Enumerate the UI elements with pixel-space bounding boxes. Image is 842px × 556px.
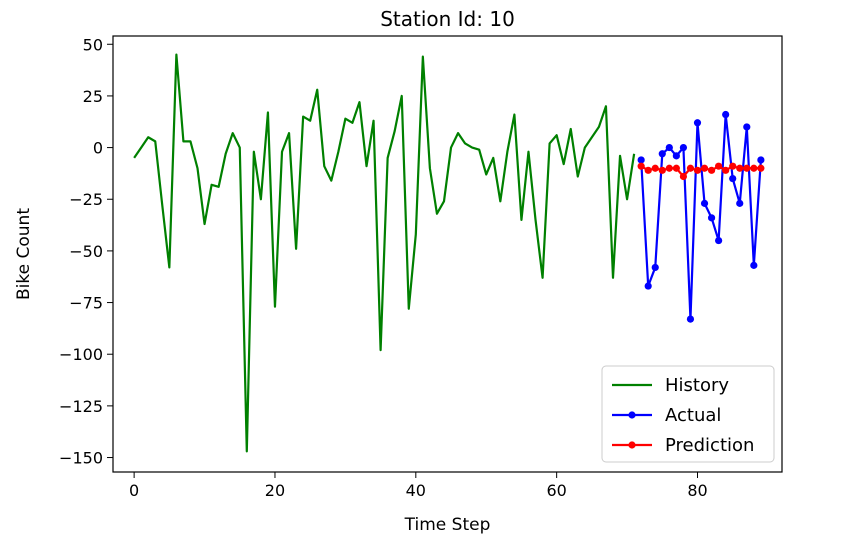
prediction-point bbox=[715, 162, 723, 170]
y-axis-label: Bike Count bbox=[14, 208, 34, 300]
legend-marker bbox=[628, 411, 636, 419]
legend-item-prediction: Prediction bbox=[612, 435, 754, 456]
x-tick-label: 80 bbox=[687, 481, 707, 500]
actual-point bbox=[686, 315, 695, 323]
prediction-point bbox=[686, 164, 695, 172]
y-tick-label: −125 bbox=[59, 397, 103, 416]
prediction-point bbox=[665, 164, 673, 172]
prediction-point bbox=[679, 172, 688, 181]
y-tick-label: −50 bbox=[69, 242, 103, 261]
actual-point bbox=[736, 199, 744, 207]
history-series bbox=[133, 53, 636, 453]
actual-point bbox=[665, 143, 673, 152]
actual-point bbox=[637, 156, 645, 164]
x-tick-label: 60 bbox=[546, 481, 566, 500]
actual-point bbox=[743, 123, 751, 131]
prediction-series bbox=[637, 162, 765, 181]
prediction-point bbox=[700, 164, 709, 172]
y-tick-label: 0 bbox=[93, 139, 103, 158]
prediction-point bbox=[757, 164, 765, 172]
y-tick-label: 50 bbox=[83, 35, 103, 54]
prediction-point bbox=[693, 166, 702, 174]
actual-point bbox=[707, 214, 716, 222]
history-line bbox=[133, 53, 636, 453]
prediction-point bbox=[736, 164, 744, 172]
legend-label: Prediction bbox=[665, 435, 754, 456]
actual-point bbox=[722, 110, 730, 119]
prediction-point bbox=[644, 166, 652, 174]
actual-point bbox=[679, 143, 688, 152]
series-layer bbox=[133, 53, 765, 453]
prediction-point bbox=[729, 162, 737, 170]
y-tick-label: −25 bbox=[69, 190, 103, 209]
plot-area-frame bbox=[112, 35, 783, 473]
x-tick-label: 40 bbox=[406, 481, 426, 500]
x-tick-label: 20 bbox=[265, 481, 285, 500]
legend: History Actual Prediction bbox=[601, 365, 775, 463]
y-tick-label: −75 bbox=[69, 294, 103, 313]
axis-ticks: 0 20 40 60 80 50 25 0 −25 −50 −75 −100 −125 −150 bbox=[59, 35, 708, 500]
prediction-point bbox=[651, 164, 659, 172]
actual-point bbox=[715, 236, 723, 245]
actual-point bbox=[757, 156, 765, 164]
actual-point bbox=[700, 199, 709, 207]
actual-point bbox=[651, 263, 659, 272]
prediction-point bbox=[743, 164, 751, 172]
x-tick-label: 0 bbox=[129, 481, 139, 500]
y-tick-label: 25 bbox=[83, 87, 103, 106]
prediction-point bbox=[750, 164, 758, 172]
prediction-point bbox=[672, 164, 680, 172]
legend-box bbox=[601, 365, 775, 463]
actual-point bbox=[658, 150, 666, 158]
legend-item-actual: Actual bbox=[612, 405, 721, 426]
legend-item-history: History bbox=[612, 375, 729, 396]
prediction-point bbox=[722, 166, 730, 174]
prediction-point bbox=[637, 162, 645, 170]
actual-point bbox=[729, 174, 737, 183]
legend-label: History bbox=[665, 375, 729, 396]
actual-point bbox=[750, 261, 758, 269]
legend-label: Actual bbox=[665, 405, 721, 426]
actual-point bbox=[672, 152, 680, 160]
y-tick-label: −150 bbox=[59, 449, 103, 468]
prediction-point bbox=[658, 166, 666, 174]
prediction-point bbox=[707, 166, 716, 174]
chart-title: Station Id: 10 bbox=[380, 7, 515, 31]
actual-point bbox=[644, 282, 652, 290]
actual-series bbox=[637, 110, 765, 323]
actual-point bbox=[693, 119, 702, 127]
x-axis-label: Time Step bbox=[404, 515, 491, 535]
y-tick-label: −100 bbox=[59, 345, 103, 364]
legend-marker bbox=[628, 441, 636, 449]
actual-line bbox=[640, 113, 762, 321]
